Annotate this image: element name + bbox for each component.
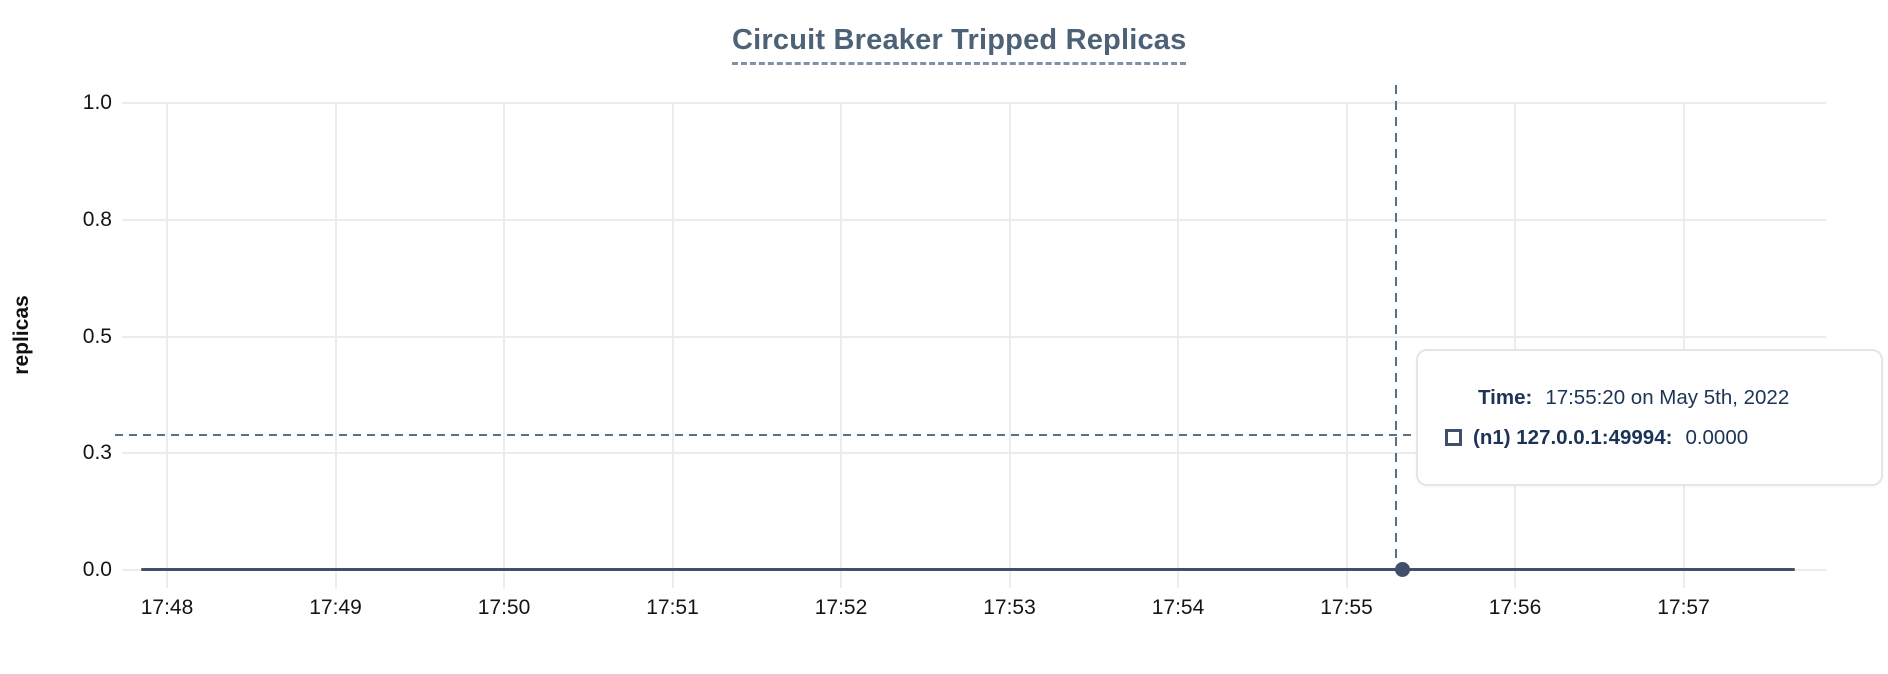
y-tick-label: 0.0 (82, 558, 112, 581)
x-gridline (1008, 103, 1011, 588)
y-gridline (122, 218, 1826, 221)
x-tick-label: 17:53 (983, 596, 1036, 619)
y-tick-label: 1.0 (82, 91, 112, 114)
series-line (141, 567, 1795, 571)
tooltip-time-label: Time: (1478, 385, 1533, 409)
x-tick-label: 17:51 (646, 596, 699, 619)
y-gridline (122, 102, 1826, 104)
crosshair-vertical-line (1395, 85, 1397, 561)
tooltip-series-label: (n1) 127.0.0.1:49994: (1473, 425, 1673, 449)
x-tick-label: 17:54 (1151, 596, 1205, 619)
tooltip-series-value: 0.0000 (1685, 425, 1749, 449)
tooltip-time-row: Time: 17:55:20 on May 5th, 2022 (1478, 386, 1881, 410)
x-gridline (1177, 103, 1179, 588)
x-tick-label: 17:57 (1657, 596, 1710, 619)
x-gridline (166, 103, 168, 588)
highlighted-point-marker (1394, 561, 1410, 577)
x-gridline (840, 103, 842, 588)
y-gridline (122, 335, 1826, 338)
x-tick-label: 17:49 (309, 596, 362, 619)
x-gridline (1682, 103, 1685, 588)
x-tick-label: 17:50 (477, 596, 531, 619)
tooltip-time-value: 17:55:20 on May 5th, 2022 (1545, 385, 1790, 409)
x-tick-label: 17:48 (140, 596, 194, 619)
y-tick-label: 0.8 (82, 207, 112, 231)
crosshair-horizontal-line (115, 434, 1414, 436)
tooltip-series-row: (n1) 127.0.0.1:49994: 0.0000 (1445, 426, 1881, 450)
y-tick-label: 0.3 (82, 441, 112, 465)
x-gridline (1345, 103, 1348, 588)
x-gridline (503, 103, 505, 588)
x-gridline (334, 103, 337, 588)
y-gridline (122, 452, 1826, 455)
x-tick-label: 17:56 (1488, 596, 1542, 619)
x-gridline (1514, 103, 1516, 588)
hover-tooltip: Time: 17:55:20 on May 5th, 2022 (n1) 127… (1416, 349, 1883, 486)
y-tick-label: 0.5 (82, 324, 112, 348)
x-gridline (671, 103, 674, 588)
series-square-marker-icon (1445, 429, 1462, 446)
y-axis-title: replicas (10, 295, 33, 375)
x-tick-label: 17:55 (1320, 596, 1373, 619)
chart-title[interactable]: Circuit Breaker Tripped Replicas (732, 24, 1187, 65)
x-tick-label: 17:52 (814, 596, 868, 619)
